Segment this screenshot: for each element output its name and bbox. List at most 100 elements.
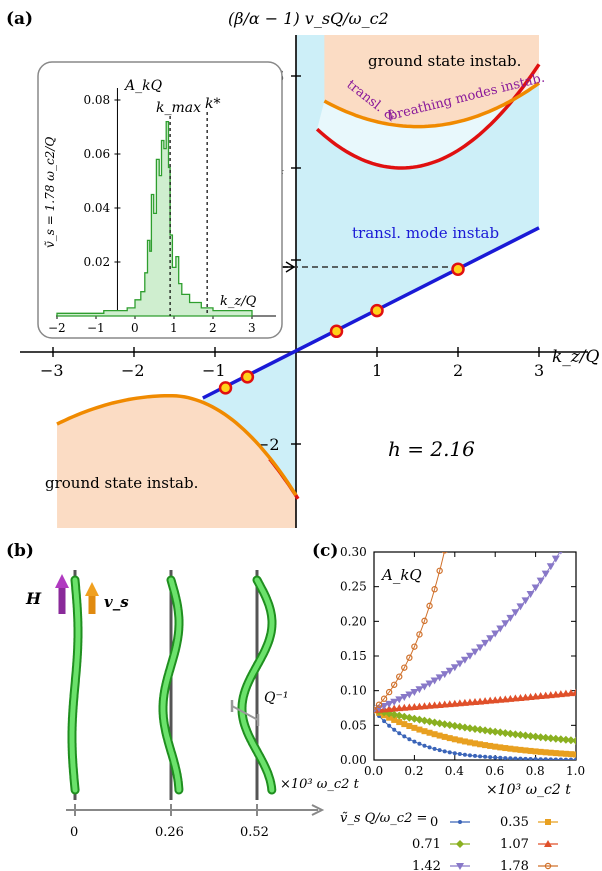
chart-c-ytick-label: 0.10 (340, 684, 367, 698)
chart-c-ytick-label: 0.15 (340, 649, 367, 663)
data-point-1.42 (551, 555, 560, 563)
time-1: 0.26 (155, 825, 184, 840)
inset-x-tick-label: 3 (248, 321, 256, 335)
data-point-0.71 (400, 712, 409, 721)
chart-c-ytick-label: 0.30 (340, 545, 367, 559)
data-point-0 (412, 739, 417, 744)
data-point-0.35 (391, 716, 398, 723)
data-point-0.35 (573, 751, 576, 758)
data-point-1.42 (486, 635, 495, 643)
data-point-1.78 (385, 688, 393, 696)
data-point-0.71 (430, 718, 439, 727)
data-point-0.35 (552, 750, 559, 757)
data-point-1.42 (395, 696, 404, 704)
data-point-0.71 (440, 720, 449, 729)
data-point-0.71 (465, 724, 474, 733)
data-point-0.35 (532, 748, 539, 755)
marker-point (451, 262, 465, 276)
label-ground-state-lower: ground state instab. (45, 474, 198, 492)
legend-marker-1.07 (544, 840, 552, 847)
data-point-0.35 (446, 735, 453, 742)
data-point-0.35 (416, 726, 423, 733)
data-point-1.42 (460, 656, 469, 664)
inset-x-tick-label: 2 (209, 321, 217, 335)
label-ground-state-upper: ground state instab. (368, 52, 521, 70)
data-point-1.42 (400, 694, 409, 702)
data-point-0.35 (461, 738, 468, 745)
data-point-0 (473, 753, 477, 758)
kstar-label: k* (205, 96, 220, 112)
data-point-1.78 (426, 602, 433, 610)
data-point-0.35 (441, 733, 448, 740)
data-point-1.78 (421, 617, 428, 625)
red-boundary-upper (315, 63, 541, 170)
panel-label-a: (a) (6, 9, 33, 29)
x-tick-label: −2 (121, 361, 145, 380)
panel-label-c: (c) (312, 541, 338, 561)
legend-label-0.35: 0.35 (500, 815, 529, 830)
inset-histogram-bars (56, 120, 253, 317)
data-point-0.71 (516, 730, 525, 739)
data-point-1.42 (476, 644, 485, 652)
data-point-0.71 (556, 735, 565, 744)
data-point-1.42 (430, 677, 439, 685)
data-point-0 (548, 757, 553, 760)
data-point-1.42 (546, 563, 555, 571)
data-point-0.71 (481, 726, 490, 735)
legend-label-0.71: 0.71 (412, 837, 441, 852)
data-point-0.35 (466, 739, 473, 746)
data-point-0 (513, 756, 518, 760)
data-point-0.35 (557, 750, 564, 757)
data-point-1.42 (405, 691, 414, 699)
data-point-1.42 (531, 584, 540, 592)
data-point-0 (574, 757, 576, 760)
data-point-1.42 (526, 591, 535, 599)
data-point-0.35 (542, 749, 549, 756)
data-point-1.42 (491, 630, 500, 638)
data-point-0.71 (521, 731, 530, 740)
data-point-1.78 (396, 673, 403, 680)
data-point-0.35 (421, 728, 428, 735)
label-h-value: h = 2.16 (388, 437, 475, 461)
inset-x-tick-label: −2 (48, 321, 66, 335)
data-point-0.71 (410, 714, 419, 723)
data-point-0.35 (547, 749, 554, 756)
orange-boundary-lower (56, 393, 298, 497)
data-point-1.42 (425, 680, 434, 688)
chart-c-title: A_kQ (380, 566, 422, 584)
data-point-0.71 (455, 722, 464, 731)
data-point-0.71 (405, 713, 414, 722)
chart-c-xtick-label: 0.2 (404, 764, 423, 778)
data-point-0.71 (476, 725, 485, 734)
legend-prefix: ṽ_s Q/ω_c2 = (340, 811, 427, 826)
inset-ylabel: ṽ_s = 1.78 ω_c2/Q (43, 137, 57, 248)
chart-c-ytick-label: 0.25 (340, 580, 367, 594)
data-point-0.35 (477, 741, 484, 748)
inset-y-tick-label: 0.08 (83, 93, 110, 107)
chart-c-series-group (374, 552, 576, 760)
data-point-0 (503, 756, 508, 760)
data-point-0 (442, 749, 447, 754)
data-point-0 (407, 737, 412, 742)
data-point-0.35 (567, 751, 574, 758)
data-point-0.71 (506, 729, 515, 738)
data-point-0 (402, 734, 407, 739)
data-point-0.71 (551, 734, 560, 743)
data-point-0.35 (507, 745, 514, 752)
vs-label: v_s (104, 593, 129, 611)
legend-marker-0.71 (456, 840, 464, 848)
data-point-0.71 (450, 721, 459, 730)
data-point-0.35 (492, 743, 499, 750)
data-point-1.07 (572, 688, 576, 696)
inset-histogram: −2 −1 0 1 2 3 0.02 0.04 0.06 0.08 A_kQ k_z/Q ṽ_s … (37, 61, 283, 339)
chart-c-xtick-label: 0.0 (364, 764, 383, 778)
inset-y-tick-label: 0.06 (83, 147, 110, 161)
chart-c-xtick-label: 0.4 (445, 764, 464, 778)
data-point-0.71 (491, 727, 500, 736)
legend-label-1.78: 1.78 (500, 859, 529, 871)
data-point-1.42 (455, 660, 464, 668)
q-inverse-label: Q⁻¹ (264, 690, 288, 706)
data-point-1.42 (516, 603, 525, 611)
chart-c-xtick-label: 1.0 (566, 764, 585, 778)
